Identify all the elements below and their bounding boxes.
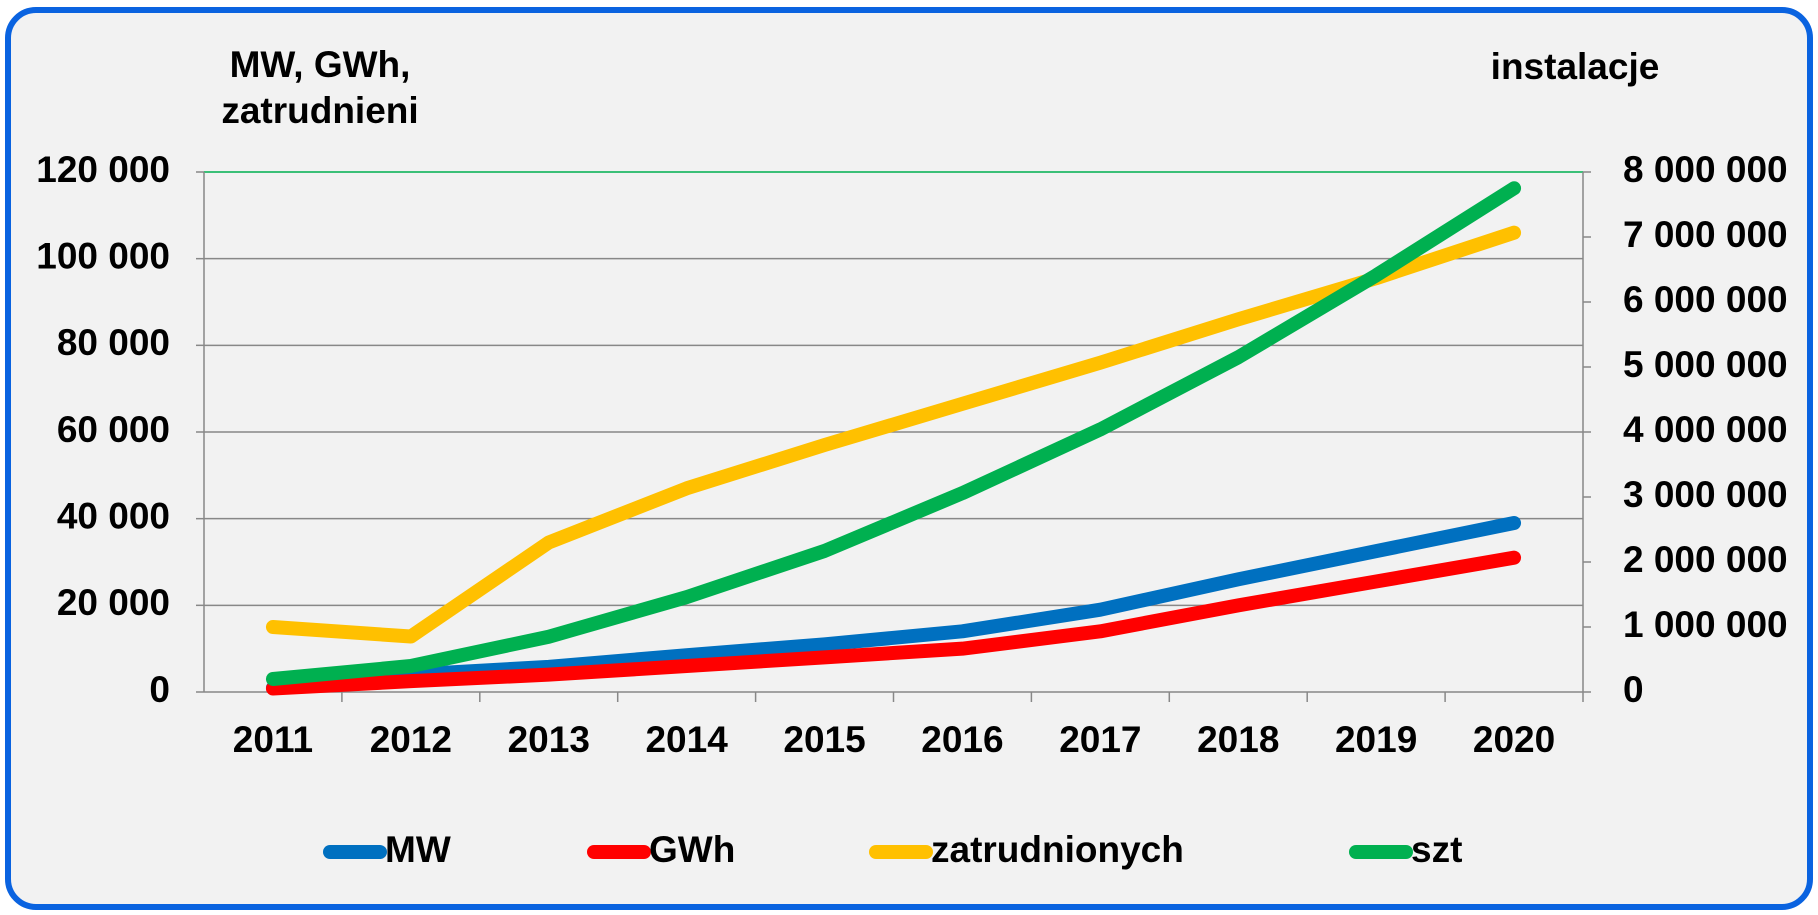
- chart-frame: [5, 7, 1813, 910]
- x-tick-label: 2018: [1197, 719, 1279, 760]
- x-tick-label: 2019: [1335, 719, 1417, 760]
- y2-tick-label: 7 000 000: [1623, 214, 1788, 255]
- legend-label: GWh: [649, 829, 735, 870]
- legend-label: szt: [1411, 829, 1462, 870]
- line-series: [265, 550, 1522, 696]
- y2-tick-label: 3 000 000: [1623, 474, 1788, 515]
- y2-axis-title: instalacje: [1491, 46, 1660, 87]
- y-tick-label: 40 000: [57, 495, 170, 536]
- y-tick-label: 120 000: [36, 149, 170, 190]
- line-series: [265, 516, 1522, 695]
- y2-tick-label: 0: [1623, 669, 1644, 710]
- x-tick-label: 2013: [508, 719, 590, 760]
- y-tick-label: 20 000: [57, 582, 170, 623]
- x-tick-label: 2015: [783, 719, 865, 760]
- y-axis-title: zatrudnieni: [221, 90, 418, 131]
- y-tick-label: 80 000: [57, 322, 170, 363]
- x-tick-label: 2017: [1059, 719, 1141, 760]
- x-tick-label: 2011: [233, 719, 313, 760]
- x-tick-label: 2020: [1473, 719, 1555, 760]
- legend-label: MW: [385, 829, 451, 870]
- x-tick-label: 2012: [370, 719, 452, 760]
- y2-tick-label: 5 000 000: [1623, 344, 1788, 385]
- y-tick-label: 100 000: [36, 235, 170, 276]
- y-tick-label: 0: [149, 669, 170, 710]
- y2-tick-label: 1 000 000: [1623, 604, 1788, 645]
- line-series: [265, 181, 1522, 686]
- y2-tick-label: 6 000 000: [1623, 279, 1788, 320]
- line-series: [265, 225, 1522, 644]
- legend-label: zatrudnionych: [931, 829, 1184, 870]
- y2-tick-label: 4 000 000: [1623, 409, 1788, 450]
- y2-tick-label: 8 000 000: [1623, 149, 1788, 190]
- x-tick-label: 2016: [921, 719, 1003, 760]
- y-axis-title: MW, GWh,: [230, 44, 411, 85]
- y-tick-label: 60 000: [57, 409, 170, 450]
- y2-tick-label: 2 000 000: [1623, 539, 1788, 580]
- x-tick-label: 2014: [645, 719, 728, 760]
